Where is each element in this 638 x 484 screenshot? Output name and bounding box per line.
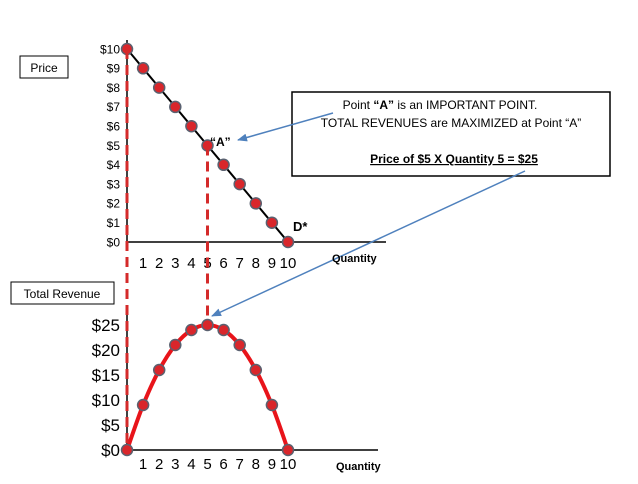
y-tick-label: $10 [92, 391, 120, 410]
guide-lines [125, 49, 526, 450]
total-revenue-label: Total Revenue [24, 287, 101, 301]
point-a-label: “A” [210, 135, 231, 149]
data-point [136, 62, 150, 75]
data-point [233, 177, 246, 191]
callout-line-2: TOTAL REVENUES are MAXIMIZED at Point “A… [321, 116, 582, 130]
data-point [169, 338, 182, 352]
price-chart: $0$1$2$3$4$5$6$7$8$9$1012345678910 [100, 40, 386, 272]
x-tick-label: 10 [280, 456, 297, 473]
data-point [185, 119, 198, 133]
x-tick-label: 3 [171, 255, 179, 272]
y-tick-label: $0 [101, 441, 120, 460]
x-tick-label: 5 [203, 456, 211, 473]
x-tick-label: 8 [252, 456, 260, 473]
price-label: Price [30, 61, 58, 75]
data-point [233, 338, 246, 352]
x-tick-label: 10 [280, 255, 297, 272]
data-point [265, 398, 279, 412]
data-point [249, 363, 263, 377]
y-tick-label: $7 [107, 100, 121, 114]
x-tick-label: 6 [219, 456, 227, 473]
data-point [281, 235, 295, 249]
x-tick-label: 7 [236, 255, 244, 272]
x-tick-label: 6 [219, 255, 227, 272]
quantity-label-top: Quantity [332, 253, 377, 265]
y-tick-label: $15 [92, 366, 120, 385]
x-tick-label: 2 [155, 456, 163, 473]
y-tick-label: $8 [107, 81, 121, 95]
data-point [152, 81, 166, 94]
quantity-label-bottom: Quantity [336, 461, 381, 473]
data-point [185, 323, 198, 337]
y-tick-label: $4 [107, 158, 121, 172]
y-tick-label: $20 [92, 341, 120, 360]
y-tick-label: $6 [107, 120, 121, 134]
x-tick-label: 3 [171, 456, 179, 473]
x-tick-label: 4 [187, 255, 195, 272]
total-revenue-label-box: Total Revenue [10, 281, 115, 305]
x-tick-label: 8 [252, 255, 260, 272]
data-point [152, 363, 166, 377]
y-tick-label: $9 [107, 62, 121, 76]
x-tick-label: 1 [139, 456, 147, 473]
callout-line-1: Point “A” is an IMPORTANT POINT. [343, 98, 538, 112]
callout-box: Point “A” is an IMPORTANT POINT. TOTAL R… [291, 91, 611, 177]
y-tick-label: $2 [107, 197, 121, 211]
x-tick-label: 7 [236, 456, 244, 473]
data-point [217, 158, 230, 172]
demand-label: D* [293, 219, 308, 234]
total-revenue-curve [125, 322, 290, 451]
y-tick-label: $1 [107, 216, 121, 230]
y-tick-label: $0 [107, 235, 121, 249]
callout-arrow-to-revenue-peak [211, 170, 526, 317]
x-tick-label: 1 [139, 255, 147, 272]
data-point [281, 443, 295, 457]
y-tick-label: $25 [92, 316, 120, 335]
y-tick-label: $3 [107, 177, 121, 191]
data-point [169, 100, 182, 114]
data-point [217, 323, 230, 337]
callout-arrow-to-a [237, 112, 334, 142]
data-point [265, 216, 279, 229]
x-tick-label: 9 [268, 456, 276, 473]
y-tick-label: $5 [107, 139, 121, 153]
total-revenue-chart: $0 $5 $10 $15 $20 $25 1 2 3 4 5 6 7 8 9 10 [92, 310, 378, 473]
x-tick-label: 2 [155, 255, 163, 272]
data-point [249, 197, 263, 210]
y-tick-label: $10 [100, 42, 120, 56]
y-tick-label: $5 [101, 416, 120, 435]
callout-line-3: Price of $5 X Quantity 5 = $25 [370, 152, 538, 166]
data-point [136, 398, 150, 412]
x-tick-label: 9 [268, 255, 276, 272]
x-tick-label: 4 [187, 456, 195, 473]
price-label-box: Price [19, 55, 69, 79]
